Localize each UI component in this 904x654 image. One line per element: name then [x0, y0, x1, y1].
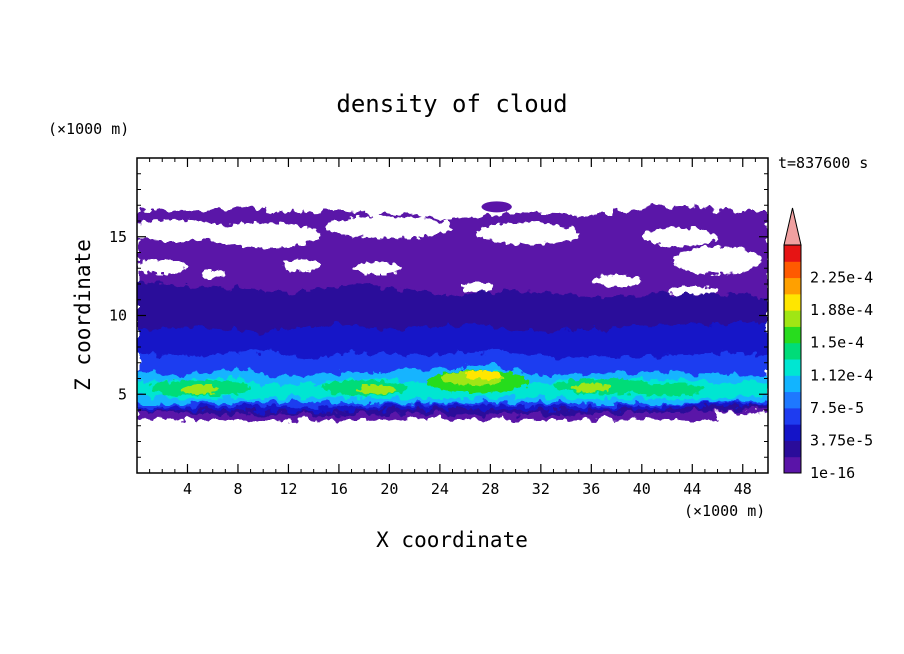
colorbar-label: 1.5e-4 [810, 334, 864, 352]
below-threshold-hole [462, 282, 493, 292]
colorbar-extend-arrow [783, 207, 802, 246]
below-threshold-hole [351, 261, 403, 275]
y-unit-label: (×1000 m) [48, 120, 129, 138]
density-core [466, 370, 502, 381]
below-threshold-hole [206, 222, 320, 248]
below-threshold-hole [326, 216, 453, 239]
x-tick-label: 16 [330, 480, 348, 498]
x-tick-label: 12 [279, 480, 297, 498]
colorbar-swatch [784, 359, 801, 376]
below-threshold-hole [282, 258, 320, 272]
colorbar-label: 1.12e-4 [810, 366, 873, 384]
colorbar-swatch [784, 293, 801, 311]
colorbar-label: 3.75e-5 [810, 431, 873, 449]
x-tick-label: 40 [633, 480, 651, 498]
colorbar: 1e-16 3.75e-5 7.5e-5 1.12e-4 1.5e-4 1.88e-4 2.… [783, 207, 873, 482]
colorbar-label: 1e-16 [810, 464, 855, 482]
colorbar-swatch [784, 310, 801, 327]
density-core [357, 384, 396, 395]
colorbar-swatch [784, 245, 801, 262]
chart-title: density of cloud [336, 90, 567, 118]
cloud-density-field [137, 201, 768, 421]
below-threshold-hole [200, 269, 226, 280]
colorbar-swatch [784, 277, 801, 295]
x-tick-label: 32 [532, 480, 550, 498]
below-threshold-hole [477, 222, 579, 245]
x-unit-label: (×1000 m) [684, 502, 765, 520]
below-threshold-hole [137, 219, 226, 242]
y-axis-label: Z coordinate [71, 239, 95, 391]
density-core [181, 384, 220, 395]
colorbar-swatch [784, 456, 801, 474]
below-threshold-hole [137, 258, 188, 275]
time-label: t=837600 s [778, 154, 868, 172]
colorbar-swatch [784, 326, 801, 344]
x-tick-label: 36 [582, 480, 600, 498]
x-tick-label: 24 [431, 480, 449, 498]
y-tick-label: 5 [118, 385, 127, 403]
colorbar-swatch [784, 407, 801, 425]
x-tick-label: 28 [481, 480, 499, 498]
colorbar-swatch [784, 375, 801, 393]
x-tick-label: 44 [683, 480, 701, 498]
colorbar-label: 2.25e-4 [810, 269, 873, 287]
y-axis: 5 10 15 [109, 173, 768, 458]
colorbar-swatch [784, 342, 801, 360]
colorbar-frame [783, 244, 802, 474]
x-axis-label: X coordinate [376, 528, 528, 552]
below-threshold-hole [673, 246, 762, 275]
colorbar-swatch [784, 424, 801, 441]
x-axis: 4 8 12 16 20 24 28 32 36 40 44 48 [149, 158, 756, 498]
level-band-0-cap [481, 201, 512, 213]
y-tick-label: 15 [109, 228, 127, 246]
x-tick-label: 4 [183, 480, 192, 498]
colorbar-swatch [784, 261, 801, 279]
colorbar-swatch [784, 391, 801, 409]
x-tick-label: 8 [233, 480, 242, 498]
colorbar-label: 1.88e-4 [810, 301, 873, 319]
x-tick-label: 48 [734, 480, 752, 498]
below-threshold-hole [591, 274, 642, 288]
colorbar-swatch [784, 440, 801, 458]
colorbar-label: 7.5e-5 [810, 399, 864, 417]
below-threshold-hole [641, 227, 718, 247]
density-core [572, 383, 611, 393]
y-tick-label: 10 [109, 307, 127, 325]
density-core [629, 383, 705, 396]
x-tick-label: 20 [380, 480, 398, 498]
